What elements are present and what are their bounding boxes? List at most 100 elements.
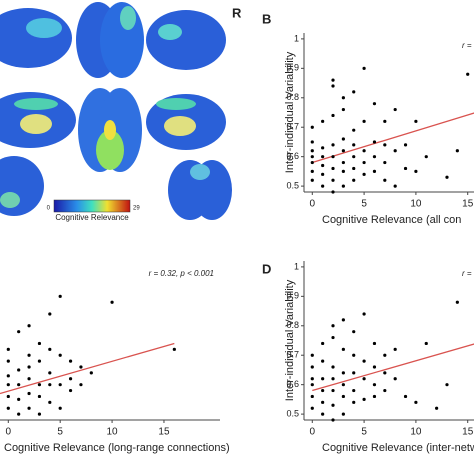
point bbox=[68, 388, 73, 393]
point bbox=[352, 353, 356, 357]
point bbox=[310, 160, 314, 165]
point bbox=[383, 160, 387, 165]
point bbox=[6, 374, 10, 378]
side-label: R bbox=[232, 5, 242, 20]
trend-line bbox=[0, 342, 175, 395]
point bbox=[352, 400, 356, 404]
x-tick-label: 5 bbox=[57, 427, 63, 438]
panel-letter: B bbox=[262, 11, 271, 26]
point bbox=[403, 166, 408, 171]
point bbox=[48, 347, 52, 351]
point bbox=[352, 330, 356, 334]
point bbox=[331, 78, 335, 82]
x-tick-label: 15 bbox=[462, 427, 474, 438]
point bbox=[331, 178, 335, 182]
point bbox=[6, 383, 10, 387]
y-tick-label: 0.9 bbox=[286, 63, 299, 73]
point bbox=[331, 365, 335, 369]
point bbox=[383, 388, 387, 393]
point bbox=[372, 155, 377, 159]
point bbox=[37, 383, 42, 387]
point bbox=[455, 149, 459, 153]
x-tick-label: 15 bbox=[462, 199, 474, 210]
x-tick-label: 0 bbox=[6, 427, 12, 438]
point bbox=[352, 128, 356, 132]
x-tick-label: 15 bbox=[158, 427, 170, 438]
colorbar-max: 29 bbox=[133, 206, 140, 212]
point bbox=[341, 184, 345, 188]
point bbox=[48, 400, 52, 404]
point bbox=[352, 166, 356, 171]
point bbox=[341, 169, 345, 173]
point bbox=[352, 143, 356, 147]
x-tick-label: 5 bbox=[361, 199, 367, 210]
point bbox=[352, 178, 356, 182]
point bbox=[310, 125, 314, 129]
point bbox=[352, 388, 356, 393]
point bbox=[37, 359, 42, 363]
x-tick-label: 10 bbox=[107, 427, 119, 438]
point bbox=[341, 383, 345, 387]
y-tick-label: 0.6 bbox=[286, 379, 299, 389]
point bbox=[17, 383, 21, 387]
x-axis-label: Cognitive Relevance (all con bbox=[322, 214, 461, 226]
point bbox=[58, 353, 62, 357]
point bbox=[310, 178, 314, 182]
point bbox=[48, 383, 52, 387]
point bbox=[310, 377, 314, 381]
point bbox=[341, 394, 345, 399]
y-tick-label: 1 bbox=[294, 261, 299, 271]
point bbox=[383, 143, 387, 147]
point bbox=[383, 353, 387, 357]
point bbox=[331, 190, 335, 194]
point bbox=[403, 394, 408, 399]
point bbox=[310, 394, 314, 399]
point bbox=[331, 113, 335, 118]
x-tick-label: 10 bbox=[410, 427, 422, 438]
y-axis-label: Inter-individual Variability bbox=[284, 279, 296, 401]
point bbox=[341, 96, 345, 100]
point bbox=[310, 140, 314, 144]
point bbox=[331, 418, 335, 422]
point bbox=[414, 119, 418, 123]
point bbox=[362, 149, 366, 153]
point bbox=[321, 172, 325, 176]
point bbox=[310, 149, 314, 153]
point bbox=[352, 90, 356, 94]
point bbox=[321, 412, 325, 416]
point bbox=[58, 383, 62, 387]
point bbox=[362, 172, 366, 176]
point bbox=[372, 341, 377, 346]
panel-letter: D bbox=[262, 261, 271, 276]
y-axis-label: Inter-individual Variability bbox=[284, 51, 296, 173]
point bbox=[362, 66, 366, 70]
point bbox=[393, 107, 397, 112]
point bbox=[321, 184, 325, 188]
y-tick-label: 0.7 bbox=[286, 350, 299, 360]
point bbox=[362, 359, 366, 363]
point bbox=[172, 347, 176, 351]
point bbox=[331, 324, 335, 328]
point bbox=[352, 155, 356, 159]
point bbox=[27, 406, 31, 410]
trend-line bbox=[312, 112, 474, 164]
point bbox=[383, 178, 387, 182]
point bbox=[37, 394, 42, 399]
point bbox=[321, 163, 325, 168]
point bbox=[393, 184, 397, 188]
point bbox=[27, 377, 31, 381]
point bbox=[341, 137, 345, 141]
point bbox=[331, 166, 335, 171]
point bbox=[362, 160, 366, 165]
point bbox=[424, 155, 428, 159]
point bbox=[331, 403, 335, 407]
y-tick-label: 0.9 bbox=[286, 291, 299, 301]
point bbox=[48, 312, 52, 316]
point bbox=[331, 84, 335, 88]
point bbox=[6, 406, 10, 410]
point bbox=[321, 146, 325, 150]
colorbar bbox=[53, 199, 131, 213]
point bbox=[6, 347, 10, 351]
point bbox=[68, 377, 73, 381]
point bbox=[341, 371, 345, 375]
